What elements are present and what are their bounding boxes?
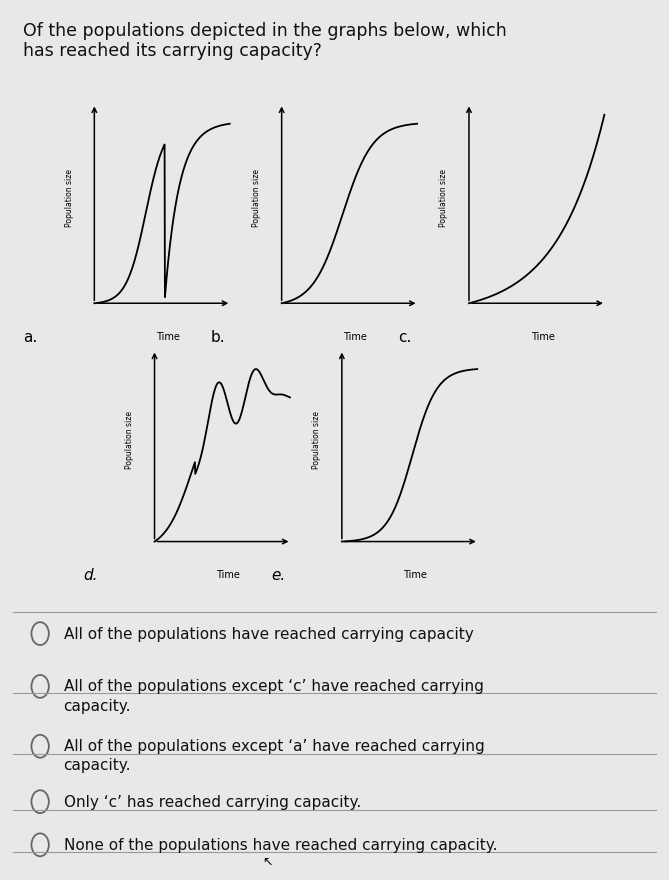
Text: Population size: Population size <box>125 411 134 469</box>
Text: All of the populations except ‘c’ have reached carrying
capacity.: All of the populations except ‘c’ have r… <box>64 679 484 714</box>
Text: Population size: Population size <box>252 169 261 227</box>
Text: b.: b. <box>211 330 225 345</box>
Text: All of the populations have reached carrying capacity: All of the populations have reached carr… <box>64 627 473 642</box>
Text: Time: Time <box>531 333 555 342</box>
Text: Time: Time <box>156 333 180 342</box>
Text: Time: Time <box>343 333 367 342</box>
Text: e.: e. <box>271 568 285 583</box>
Text: None of the populations have reached carrying capacity.: None of the populations have reached car… <box>64 838 497 853</box>
Text: d.: d. <box>84 568 98 583</box>
Text: Of the populations depicted in the graphs below, which: Of the populations depicted in the graph… <box>23 22 507 40</box>
Text: Population size: Population size <box>65 169 74 227</box>
Text: Only ‘c’ has reached carrying capacity.: Only ‘c’ has reached carrying capacity. <box>64 795 361 810</box>
Text: Population size: Population size <box>312 411 321 469</box>
Text: Time: Time <box>216 569 240 580</box>
Text: has reached its carrying capacity?: has reached its carrying capacity? <box>23 42 322 60</box>
Text: ↖: ↖ <box>262 855 273 869</box>
Text: Time: Time <box>403 569 427 580</box>
Text: c.: c. <box>398 330 411 345</box>
Text: a.: a. <box>23 330 37 345</box>
Text: All of the populations except ‘a’ have reached carrying
capacity.: All of the populations except ‘a’ have r… <box>64 739 484 774</box>
Text: Population size: Population size <box>440 169 448 227</box>
